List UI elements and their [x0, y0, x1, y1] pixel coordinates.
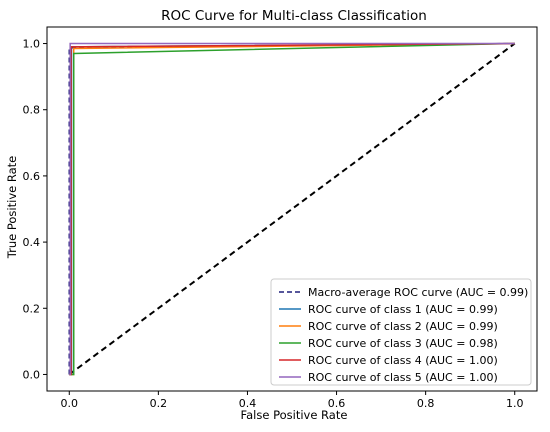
x-tick-label: 0.8 — [417, 397, 435, 410]
axis-ticks: 0.0 0.2 0.4 0.6 0.8 1.0 0.0 0.2 0.4 0.6 0.8 1.0 — [23, 38, 524, 410]
x-tick-label: 0.4 — [239, 397, 257, 410]
legend-label-1: Macro-average ROC curve (AUC = 0.99) — [308, 286, 528, 299]
y-tick-label: 0.6 — [23, 170, 41, 183]
legend-label-6: ROC curve of class 5 (AUC = 1.00) — [308, 371, 498, 384]
legend-label-2: ROC curve of class 1 (AUC = 0.99) — [308, 303, 498, 316]
x-axis-title: False Positive Rate — [241, 408, 348, 422]
legend-label-5: ROC curve of class 4 (AUC = 1.00) — [308, 354, 498, 367]
y-tick-label: 0.4 — [23, 236, 41, 249]
series-line-6 — [69, 42, 515, 376]
chart-title: ROC Curve for Multi-class Classification — [161, 8, 427, 24]
x-tick-label: 0.0 — [61, 397, 79, 410]
y-axis-title: True Positive Rate — [5, 156, 19, 259]
legend-label-4: ROC curve of class 3 (AUC = 0.98) — [308, 337, 498, 350]
y-tick-label: 0.0 — [23, 368, 41, 381]
legend-label-3: ROC curve of class 2 (AUC = 0.99) — [308, 320, 498, 333]
x-tick-label: 0.6 — [328, 397, 346, 410]
legend-box — [270, 278, 532, 386]
plot-frame — [46, 26, 538, 392]
chance-diagonal-line — [68, 42, 516, 376]
x-tick-label: 1.0 — [506, 397, 524, 410]
y-tick-label: 0.2 — [23, 302, 41, 315]
plot-area — [68, 42, 516, 376]
y-tick-label: 0.8 — [23, 104, 41, 117]
y-tick-label: 1.0 — [23, 38, 41, 51]
x-tick-label: 0.2 — [150, 397, 168, 410]
legend: Macro-average ROC curve (AUC = 0.99) ROC … — [270, 278, 532, 386]
